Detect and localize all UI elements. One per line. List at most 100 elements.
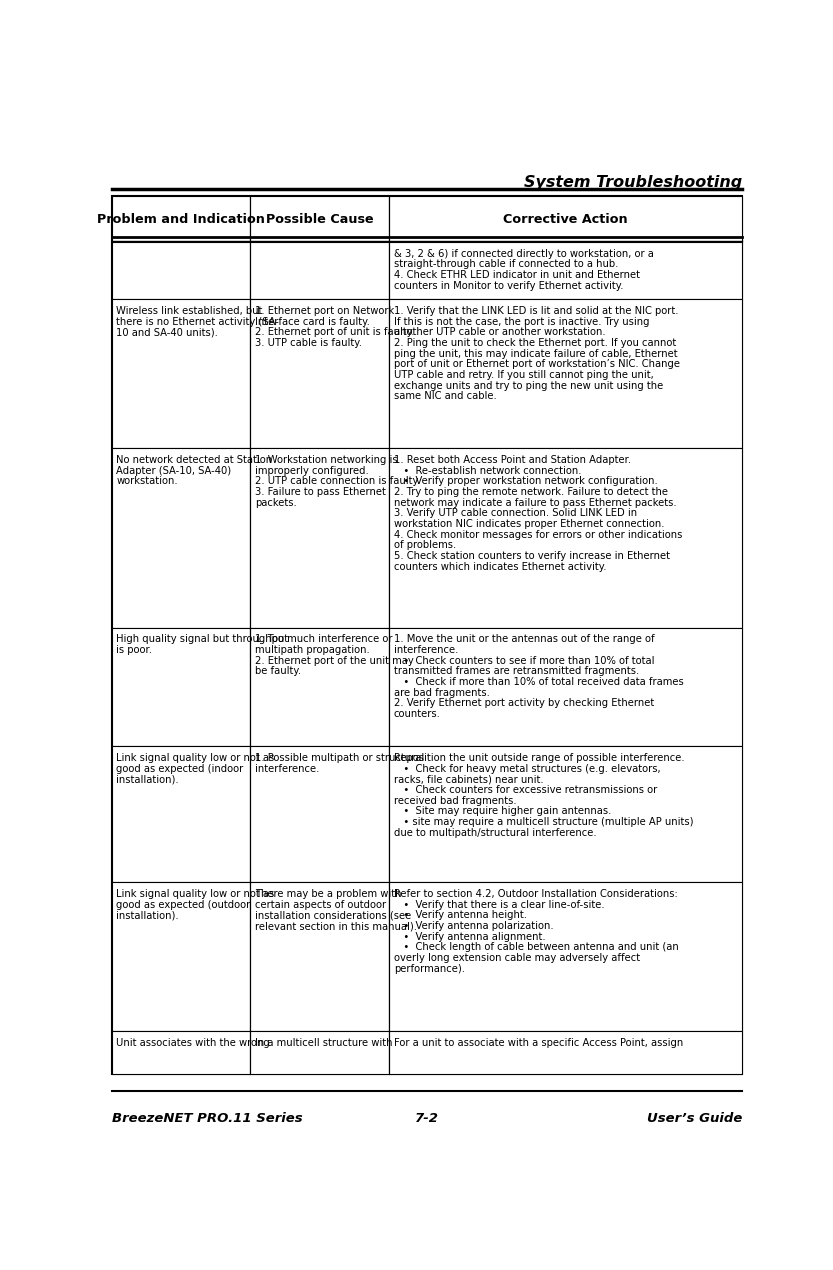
- Bar: [389, 448, 742, 627]
- Text: installation).: installation).: [117, 911, 179, 921]
- Text: of problems.: of problems.: [394, 540, 456, 550]
- Text: exchange units and try to ping the new unit using the: exchange units and try to ping the new u…: [394, 381, 663, 391]
- Text: workstation.: workstation.: [117, 476, 178, 486]
- Text: be faulty.: be faulty.: [255, 667, 302, 677]
- Bar: [389, 197, 742, 243]
- Text: relevant section in this manual).: relevant section in this manual).: [255, 921, 417, 931]
- Text: packets.: packets.: [255, 498, 297, 508]
- Text: System Troubleshooting: System Troubleshooting: [524, 175, 742, 190]
- Text: 2. Ping the unit to check the Ethernet port. If you cannot: 2. Ping the unit to check the Ethernet p…: [394, 338, 676, 348]
- Text: Adapter (SA-10, SA-40): Adapter (SA-10, SA-40): [117, 466, 232, 476]
- Text: are bad fragments.: are bad fragments.: [394, 687, 490, 697]
- Bar: [251, 243, 389, 300]
- Text: No network detected at Station: No network detected at Station: [117, 455, 272, 465]
- Text: workstation NIC indicates proper Ethernet connection.: workstation NIC indicates proper Etherne…: [394, 519, 664, 530]
- Bar: [112, 243, 251, 300]
- Text: is poor.: is poor.: [117, 645, 152, 655]
- Text: • site may require a multicell structure (multiple AP units): • site may require a multicell structure…: [394, 817, 693, 827]
- Text: same NIC and cable.: same NIC and cable.: [394, 391, 496, 401]
- Text: Refer to section 4.2, Outdoor Installation Considerations:: Refer to section 4.2, Outdoor Installati…: [394, 889, 677, 899]
- Text: installation).: installation).: [117, 775, 179, 785]
- Text: counters in Monitor to verify Ethernet activity.: counters in Monitor to verify Ethernet a…: [394, 281, 623, 291]
- Text: 7-2: 7-2: [415, 1113, 439, 1125]
- Bar: [251, 448, 389, 627]
- Bar: [112, 197, 251, 243]
- Text: 2. UTP cable connection is faulty.: 2. UTP cable connection is faulty.: [255, 476, 421, 486]
- Text: good as expected (indoor: good as expected (indoor: [117, 763, 243, 773]
- Text: received bad fragments.: received bad fragments.: [394, 796, 516, 805]
- Text: Link signal quality low or not as: Link signal quality low or not as: [117, 889, 275, 899]
- Bar: [389, 747, 742, 883]
- Text: improperly configured.: improperly configured.: [255, 466, 369, 476]
- Text: If this is not the case, the port is inactive. Try using: If this is not the case, the port is ina…: [394, 318, 649, 326]
- Text: Unit associates with the wrong: Unit associates with the wrong: [117, 1038, 270, 1048]
- Text: 10 and SA-40 units).: 10 and SA-40 units).: [117, 328, 218, 338]
- Text: 2. Ethernet port of the unit may: 2. Ethernet port of the unit may: [255, 655, 414, 665]
- Bar: [112, 747, 251, 883]
- Bar: [251, 1031, 389, 1073]
- Text: network may indicate a failure to pass Ethernet packets.: network may indicate a failure to pass E…: [394, 498, 676, 508]
- Text: ping the unit, this may indicate failure of cable, Ethernet: ping the unit, this may indicate failure…: [394, 349, 677, 358]
- Text: performance).: performance).: [394, 964, 465, 974]
- Text: interference.: interference.: [255, 763, 319, 773]
- Text: 1. Move the unit or the antennas out of the range of: 1. Move the unit or the antennas out of …: [394, 635, 654, 644]
- Text: 3. Verify UTP cable connection. Solid LINK LED in: 3. Verify UTP cable connection. Solid LI…: [394, 508, 636, 518]
- Text: certain aspects of outdoor: certain aspects of outdoor: [255, 899, 387, 909]
- Text: counters which indicates Ethernet activity.: counters which indicates Ethernet activi…: [394, 561, 606, 572]
- Bar: [251, 300, 389, 448]
- Text: 1. Verify that the LINK LED is lit and solid at the NIC port.: 1. Verify that the LINK LED is lit and s…: [394, 306, 678, 316]
- Text: •  Check counters for excessive retransmissions or: • Check counters for excessive retransmi…: [394, 785, 657, 795]
- Text: overly long extension cable may adversely affect: overly long extension cable may adversel…: [394, 952, 640, 963]
- Text: 3. UTP cable is faulty.: 3. UTP cable is faulty.: [255, 338, 362, 348]
- Bar: [251, 627, 389, 747]
- Text: 1. Workstation networking is: 1. Workstation networking is: [255, 455, 397, 465]
- Bar: [112, 448, 251, 627]
- Text: 5. Check station counters to verify increase in Ethernet: 5. Check station counters to verify incr…: [394, 551, 670, 561]
- Text: 1. Possible multipath or structural: 1. Possible multipath or structural: [255, 753, 424, 763]
- Text: 1. Ethernet port on Network: 1. Ethernet port on Network: [255, 306, 394, 316]
- Text: counters.: counters.: [394, 709, 441, 719]
- Text: interference.: interference.: [394, 645, 458, 655]
- Text: another UTP cable or another workstation.: another UTP cable or another workstation…: [394, 328, 606, 338]
- Bar: [389, 883, 742, 1031]
- Text: Reposition the unit outside range of possible interference.: Reposition the unit outside range of pos…: [394, 753, 684, 763]
- Bar: [112, 300, 251, 448]
- Text: There may be a problem with: There may be a problem with: [255, 889, 402, 899]
- Text: •  Re-establish network connection.: • Re-establish network connection.: [394, 466, 581, 476]
- Text: BreezeNET PRO.11 Series: BreezeNET PRO.11 Series: [112, 1113, 302, 1125]
- Text: User’s Guide: User’s Guide: [646, 1113, 742, 1125]
- Text: transmitted frames are retransmitted fragments.: transmitted frames are retransmitted fra…: [394, 667, 639, 677]
- Bar: [389, 1031, 742, 1073]
- Bar: [389, 627, 742, 747]
- Text: good as expected (outdoor: good as expected (outdoor: [117, 899, 251, 909]
- Text: •  Verify proper workstation network configuration.: • Verify proper workstation network conf…: [394, 476, 657, 486]
- Text: •  Check length of cable between antenna and unit (an: • Check length of cable between antenna …: [394, 942, 678, 952]
- Text: •  Check counters to see if more than 10% of total: • Check counters to see if more than 10%…: [394, 655, 654, 665]
- Bar: [112, 627, 251, 747]
- Text: High quality signal but throughput: High quality signal but throughput: [117, 635, 288, 644]
- Text: •  Check if more than 10% of total received data frames: • Check if more than 10% of total receiv…: [394, 677, 683, 687]
- Bar: [251, 883, 389, 1031]
- Bar: [251, 197, 389, 243]
- Text: 3. Failure to pass Ethernet: 3. Failure to pass Ethernet: [255, 488, 386, 497]
- Text: Interface card is faulty.: Interface card is faulty.: [255, 318, 370, 326]
- Text: & 3, 2 & 6) if connected directly to workstation, or a: & 3, 2 & 6) if connected directly to wor…: [394, 249, 654, 259]
- Text: 4. Check monitor messages for errors or other indications: 4. Check monitor messages for errors or …: [394, 530, 682, 540]
- Text: there is no Ethernet activity (SA-: there is no Ethernet activity (SA-: [117, 318, 279, 326]
- Text: UTP cable and retry. If you still cannot ping the unit,: UTP cable and retry. If you still cannot…: [394, 370, 653, 380]
- Text: Link signal quality low or not as: Link signal quality low or not as: [117, 753, 275, 763]
- Text: port of unit or Ethernet port of workstation’s NIC. Change: port of unit or Ethernet port of worksta…: [394, 359, 680, 370]
- Bar: [389, 300, 742, 448]
- Text: Corrective Action: Corrective Action: [503, 212, 628, 226]
- Text: •  Check for heavy metal structures (e.g. elevators,: • Check for heavy metal structures (e.g.…: [394, 763, 661, 773]
- Text: straight-through cable if connected to a hub.: straight-through cable if connected to a…: [394, 259, 618, 269]
- Bar: [389, 243, 742, 300]
- Text: Problem and Indication: Problem and Indication: [97, 212, 265, 226]
- Text: For a unit to associate with a specific Access Point, assign: For a unit to associate with a specific …: [394, 1038, 683, 1048]
- Text: 2. Try to ping the remote network. Failure to detect the: 2. Try to ping the remote network. Failu…: [394, 488, 667, 497]
- Text: 2. Verify Ethernet port activity by checking Ethernet: 2. Verify Ethernet port activity by chec…: [394, 698, 654, 709]
- Bar: [112, 197, 742, 1073]
- Text: •  Verify antenna alignment.: • Verify antenna alignment.: [394, 932, 546, 941]
- Text: 2. Ethernet port of unit is faulty.: 2. Ethernet port of unit is faulty.: [255, 328, 415, 338]
- Text: multipath propagation.: multipath propagation.: [255, 645, 370, 655]
